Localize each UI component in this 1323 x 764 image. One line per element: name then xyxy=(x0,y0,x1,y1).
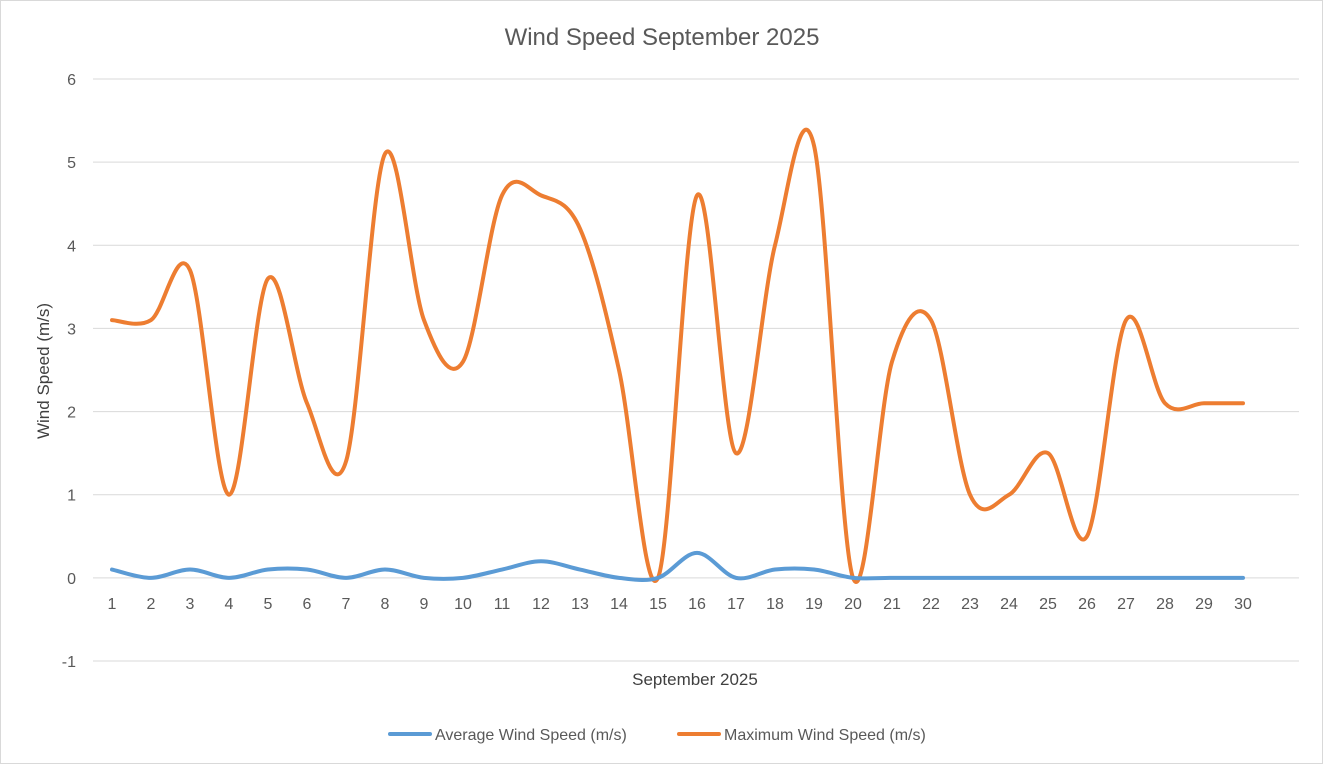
x-tick-label: 8 xyxy=(381,596,390,613)
y-axis-title: Wind Speed (m/s) xyxy=(34,303,53,439)
y-axis-ticks: -1 0 1 2 3 4 5 6 xyxy=(62,72,76,671)
y-tick-label: 1 xyxy=(67,488,76,505)
legend-item: Maximum Wind Speed (m/s) xyxy=(677,727,926,744)
series-lines xyxy=(110,127,1245,584)
x-tick-label: 22 xyxy=(922,596,940,613)
x-tick-label: 23 xyxy=(961,596,979,613)
x-tick-label: 5 xyxy=(264,596,273,613)
y-tick-label: 6 xyxy=(67,72,76,89)
series-line-average-wind-speed-m-s xyxy=(110,550,1245,583)
y-tick-label: 3 xyxy=(67,321,76,338)
x-tick-label: 24 xyxy=(1000,596,1018,613)
y-tick-label: 4 xyxy=(67,238,76,255)
series-line-maximum-wind-speed-m-s xyxy=(110,127,1245,584)
x-tick-label: 15 xyxy=(649,596,667,613)
y-tick-label: 5 xyxy=(67,155,76,172)
legend-label: Maximum Wind Speed (m/s) xyxy=(724,727,926,744)
x-tick-label: 2 xyxy=(147,596,156,613)
x-tick-label: 21 xyxy=(883,596,901,613)
x-tick-label: 7 xyxy=(342,596,351,613)
x-tick-label: 20 xyxy=(844,596,862,613)
x-tick-label: 30 xyxy=(1234,596,1252,613)
x-tick-label: 14 xyxy=(610,596,628,613)
x-tick-label: 19 xyxy=(805,596,823,613)
x-axis-ticks: 1 2 3 4 5 6 7 8 9 10 11 12 13 14 15 16 17 18 19 20 21 22 23 24 2… xyxy=(108,596,1252,613)
chart-title: Wind Speed September 2025 xyxy=(505,24,820,51)
x-tick-label: 11 xyxy=(494,596,511,613)
x-tick-label: 18 xyxy=(766,596,784,613)
x-tick-label: 12 xyxy=(532,596,550,613)
x-tick-label: 10 xyxy=(454,596,472,613)
x-tick-label: 13 xyxy=(571,596,589,613)
legend: Average Wind Speed (m/s) Maximum Wind Spe… xyxy=(388,727,926,744)
x-tick-label: 9 xyxy=(420,596,429,613)
x-tick-label: 26 xyxy=(1078,596,1096,613)
x-tick-label: 1 xyxy=(108,596,117,613)
x-tick-label: 16 xyxy=(688,596,706,613)
x-tick-label: 28 xyxy=(1156,596,1174,613)
legend-label: Average Wind Speed (m/s) xyxy=(435,727,627,744)
gridlines xyxy=(93,78,1299,662)
x-tick-label: 3 xyxy=(186,596,195,613)
y-tick-label: -1 xyxy=(62,654,76,671)
x-tick-label: 27 xyxy=(1117,596,1135,613)
x-tick-label: 6 xyxy=(303,596,312,613)
x-axis-title: September 2025 xyxy=(632,670,758,689)
y-tick-label: 0 xyxy=(67,571,76,588)
x-tick-label: 29 xyxy=(1195,596,1213,613)
x-tick-label: 17 xyxy=(727,596,745,613)
x-tick-label: 25 xyxy=(1039,596,1057,613)
legend-item: Average Wind Speed (m/s) xyxy=(388,727,627,744)
y-tick-label: 2 xyxy=(67,405,76,422)
x-tick-label: 4 xyxy=(225,596,234,613)
